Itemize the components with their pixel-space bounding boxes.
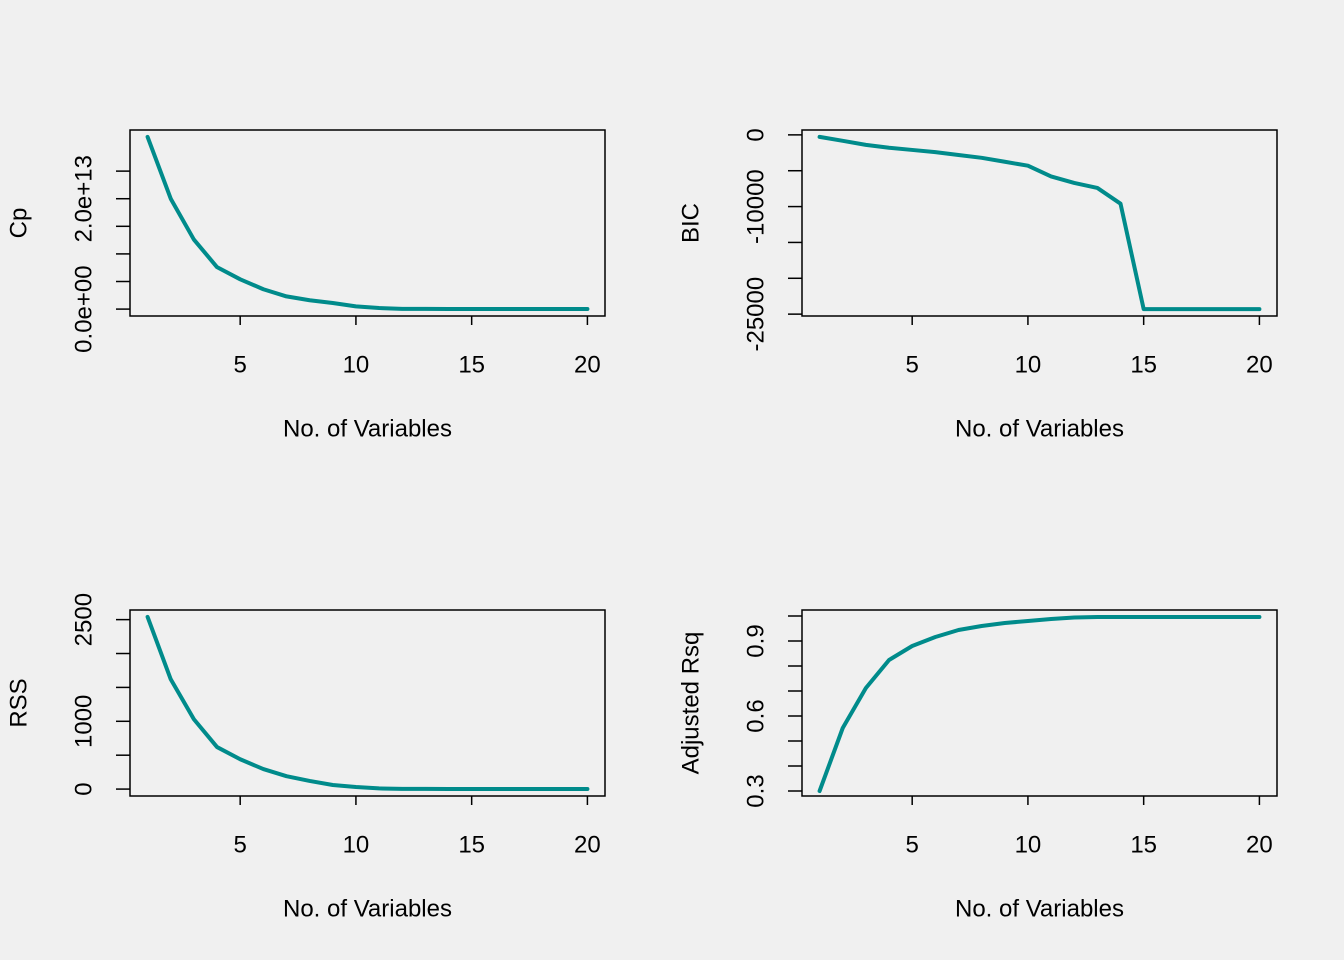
x-axis-label: No. of Variables [283, 895, 452, 922]
y-tick-label: -25000 [742, 277, 769, 352]
y-tick-label: 2.0e+13 [70, 155, 97, 242]
x-tick-label: 10 [343, 351, 370, 378]
x-tick-label: 15 [1130, 351, 1157, 378]
x-tick-label: 5 [234, 351, 247, 378]
y-tick-label: 0.6 [742, 699, 769, 732]
y-axis-label: Cp [5, 208, 32, 239]
x-tick-label: 10 [1015, 831, 1042, 858]
x-tick-label: 20 [574, 351, 601, 378]
y-tick-label: 2500 [70, 593, 97, 646]
x-tick-label: 10 [1015, 351, 1042, 378]
x-tick-label: 20 [1246, 831, 1273, 858]
y-tick-label: 0.0e+00 [70, 265, 97, 352]
y-tick-label: 0 [742, 128, 769, 141]
x-axis-label: No. of Variables [283, 415, 452, 442]
data-line [145, 614, 590, 792]
x-tick-label: 5 [234, 831, 247, 858]
data-line [145, 134, 590, 312]
y-tick-label: 1000 [70, 695, 97, 748]
x-tick-label: 10 [343, 831, 370, 858]
y-tick-label: -10000 [742, 169, 769, 244]
x-tick-label: 5 [906, 351, 919, 378]
y-axis-label: RSS [5, 678, 32, 727]
x-tick-label: 20 [1246, 351, 1273, 378]
x-tick-label: 15 [458, 351, 485, 378]
plot-frame [129, 129, 606, 317]
data-line [817, 134, 1262, 312]
x-tick-label: 15 [1130, 831, 1157, 858]
x-tick-label: 20 [574, 831, 601, 858]
y-axis-label: BIC [677, 203, 704, 243]
data-line [817, 615, 1262, 793]
plot-frame [129, 609, 606, 797]
x-axis-label: No. of Variables [955, 415, 1124, 442]
y-tick-label: 0.9 [742, 624, 769, 657]
x-axis-label: No. of Variables [955, 895, 1124, 922]
x-tick-label: 5 [906, 831, 919, 858]
y-axis-label: Adjusted Rsq [677, 632, 704, 775]
x-tick-label: 15 [458, 831, 485, 858]
y-tick-label: 0 [70, 782, 97, 795]
y-tick-label: 0.3 [742, 774, 769, 807]
plot-frame [801, 129, 1278, 317]
plot-frame [801, 609, 1278, 797]
